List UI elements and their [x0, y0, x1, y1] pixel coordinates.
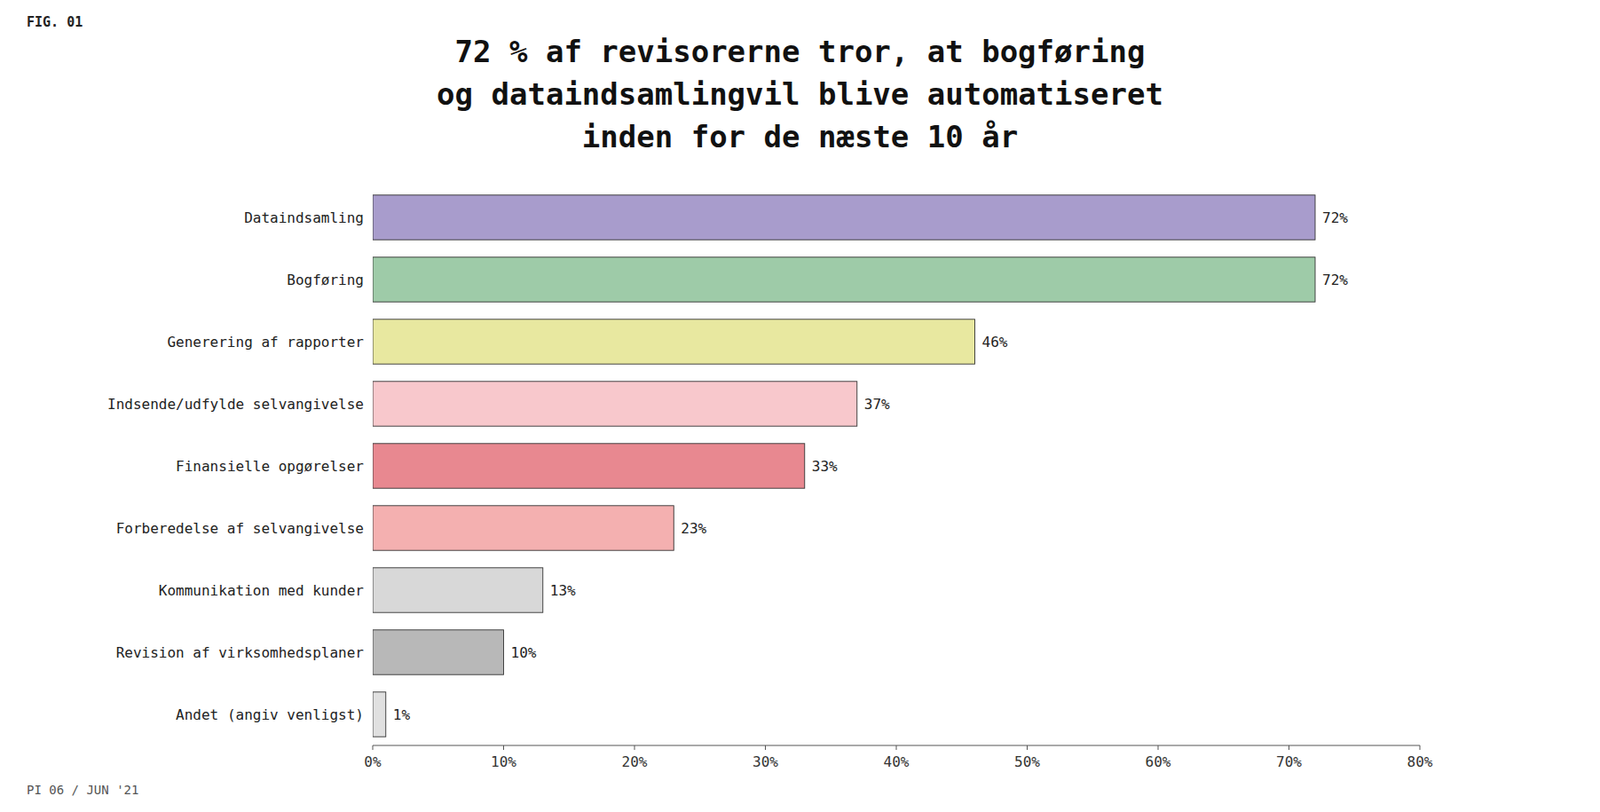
tick [634, 745, 636, 750]
bar [372, 630, 505, 675]
category-label: Kommunikation med kunder [158, 582, 365, 600]
title: 72 % af revisorerne tror, at bogføring [455, 33, 1146, 70]
tick [1288, 745, 1290, 750]
category-label: Finansielle opgørelser [175, 457, 364, 475]
title: og dataindsamlingvil blive automatiseret [436, 76, 1164, 112]
data-label: 23% [680, 520, 707, 537]
data-label: 72% [1322, 209, 1348, 227]
category-label: Indsende/udfylde selvangivelse [107, 395, 364, 413]
tick [372, 745, 374, 750]
bar [372, 505, 674, 551]
tick-label: 40% [883, 753, 910, 771]
tick-label: 0% [363, 753, 382, 771]
data-label: 1% [393, 706, 411, 724]
tick-label: 70% [1276, 753, 1302, 771]
bar [372, 443, 805, 489]
tick-label: 60% [1145, 753, 1172, 771]
tick-label: 30% [752, 753, 779, 771]
category-label: Bogføring [286, 271, 364, 289]
title-group: 72 % af revisorerne tror, at bogføring og… [436, 33, 1164, 155]
category-label: Revision af virksomhedsplaner [116, 644, 365, 662]
tick [764, 745, 766, 750]
bar [372, 257, 1316, 302]
category-label: Forberedelse af selvangivelse [116, 520, 364, 537]
data-label: 46% [982, 333, 1009, 351]
chart: 72 % af revisorerne tror, at bogføring og… [0, 0, 1600, 812]
tick [1158, 745, 1159, 750]
data-label: 33% [811, 457, 838, 475]
data-label: 13% [550, 582, 576, 600]
tick [896, 745, 898, 750]
tick [503, 745, 505, 750]
category-label: Andet (angiv venligst) [175, 706, 364, 724]
bars [372, 195, 1316, 737]
title: inden for de næste 10 år [582, 118, 1018, 155]
bar [372, 692, 387, 737]
bar [372, 567, 544, 613]
data-label: 10% [511, 644, 537, 662]
bar [372, 319, 976, 364]
category-label: Generering af rapporter [166, 333, 364, 351]
x-axis: 0% 10% 20% 30% 40% 50% 60% 70% 80% [363, 745, 1433, 771]
bar [372, 381, 858, 426]
tick [1026, 745, 1028, 750]
data-label: 37% [864, 395, 891, 413]
tick [1419, 745, 1421, 750]
data-label: 72% [1322, 271, 1348, 289]
tick-label: 10% [490, 753, 517, 771]
tick-label: 80% [1407, 753, 1434, 771]
annotation: FIG. 01 [26, 14, 83, 31]
labels: Dataindsamling 72% Bogføring 72% Generering … [107, 209, 1348, 724]
annotation: PI 06 / JUN '21 [26, 782, 139, 797]
bar [372, 195, 1316, 240]
tick-label: 20% [622, 753, 648, 771]
tick-label: 50% [1014, 753, 1041, 771]
category-label: Dataindsamling [244, 209, 364, 227]
